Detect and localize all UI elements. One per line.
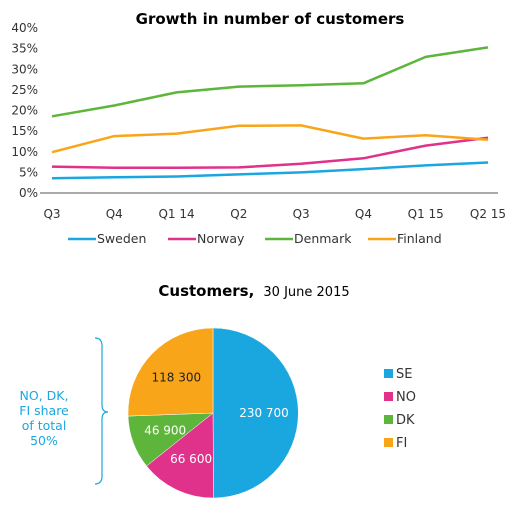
x-tick-label: Q1 15	[408, 207, 444, 221]
pie-slice-fi	[127, 327, 214, 417]
pie-data-label: 118 300	[151, 371, 201, 385]
legend-swatch	[384, 369, 393, 378]
pie-chart-subtitle: 30 June 2015	[263, 285, 349, 300]
series-line-finland	[51, 124, 489, 154]
y-tick-label: 5%	[19, 165, 38, 179]
legend-label: Norway	[197, 231, 245, 246]
pie-slices	[127, 327, 299, 499]
y-tick-label: 35%	[11, 42, 38, 56]
pie-chart-legend: SE NO DK FI	[384, 367, 416, 451]
pie-data-label: 46 900	[144, 424, 186, 438]
legend-label: NO	[396, 390, 416, 405]
line-chart-legend: Sweden Norway Denmark Finland	[68, 231, 442, 246]
annotation-text: NO, DK,	[20, 388, 69, 403]
x-tick-label: Q3	[293, 207, 310, 221]
legend-swatch	[384, 392, 393, 401]
legend-label: FI	[396, 436, 407, 451]
pie-data-labels: 230 700 66 600 46 900 118 300	[144, 371, 289, 466]
pie-slice-se	[212, 327, 299, 499]
series-lines	[51, 46, 489, 180]
x-tick-label: Q4	[106, 207, 123, 221]
x-tick-label: Q4	[355, 207, 372, 221]
x-tick-labels: Q3 Q4 Q1 14 Q2 Q3 Q4 Q1 15 Q2 15	[43, 207, 506, 221]
legend-label: DK	[396, 413, 415, 428]
pie-chart-title: Customers,	[158, 282, 254, 300]
series-line-denmark	[51, 46, 489, 118]
legend-label: SE	[396, 367, 412, 382]
annotation-brace	[94, 337, 109, 485]
legend-label: Sweden	[97, 231, 146, 246]
x-tick-label: Q2 15	[470, 207, 506, 221]
series-line-sweden	[51, 161, 489, 180]
y-tick-label: 25%	[11, 83, 38, 97]
legend-swatch	[384, 415, 393, 424]
series-line-norway	[51, 136, 489, 170]
legend-swatch	[384, 438, 393, 447]
pie-data-label: 66 600	[170, 452, 212, 466]
y-tick-label: 20%	[11, 104, 38, 118]
y-tick-label: 30%	[11, 62, 38, 76]
x-tick-label: Q1 14	[158, 207, 194, 221]
y-tick-labels: 0% 5% 10% 15% 20% 25% 30% 35% 40%	[11, 21, 38, 200]
pie-chart: Customers, 30 June 2015 230 700 66 600 46 …	[19, 281, 416, 499]
annotation-text: of total	[22, 418, 67, 433]
annotation-text: FI share	[19, 403, 69, 418]
y-tick-label: 10%	[11, 145, 38, 159]
legend-label: Finland	[397, 231, 442, 246]
annotation-text: 50%	[30, 433, 58, 448]
legend-label: Denmark	[294, 231, 352, 246]
pie-slice-no	[146, 412, 214, 499]
pie-chart-title-line: Customers, 30 June 2015	[158, 281, 349, 300]
x-tick-label: Q2	[230, 207, 247, 221]
x-tick-label: Q3	[43, 207, 60, 221]
y-tick-label: 15%	[11, 124, 38, 138]
line-chart-title: Growth in number of customers	[136, 10, 405, 28]
line-chart: Growth in number of customers 0% 5% 10% 15%…	[11, 10, 506, 246]
y-tick-label: 0%	[19, 186, 38, 200]
y-tick-label: 40%	[11, 21, 38, 35]
pie-data-label: 230 700	[239, 406, 289, 420]
